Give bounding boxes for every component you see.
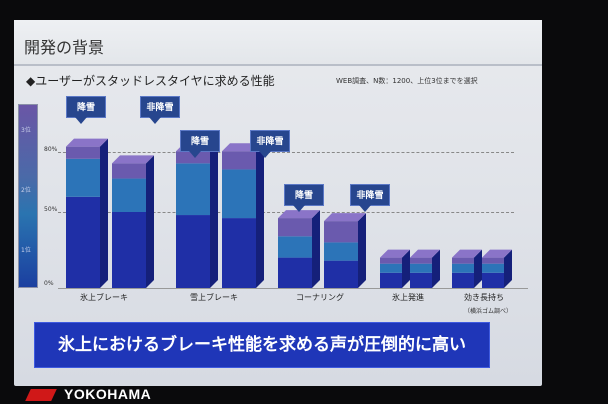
tag-nosnow-cornering: 非降雪: [350, 184, 390, 212]
bar-segment-1-0-rank1: [176, 215, 210, 288]
tag-snow-brake-snow: 降雪: [180, 130, 220, 158]
bar-side-3-1: [432, 249, 440, 288]
tag-nosnow-brake-ice: 非降雪: [140, 96, 180, 124]
category-label-brake-snow: 雪上ブレーキ: [190, 293, 238, 302]
bar-segment-2-1-rank1: [324, 260, 358, 288]
bar-segment-1-1-rank1: [222, 218, 256, 288]
bar-top-0-0: [66, 138, 108, 147]
bar-side-4-0: [474, 249, 482, 288]
bar-segment-2-0-rank2: [278, 236, 312, 258]
bar-segment-3-0-rank3: [380, 257, 402, 264]
tag-snow-cornering: 降雪: [284, 184, 324, 212]
y-tick-0: 0%: [44, 280, 54, 287]
chart-baseline: [58, 288, 528, 289]
bar-segment-1-1-rank3: [222, 151, 256, 170]
bar-segment-4-1-rank3: [482, 257, 504, 264]
bar-side-3-0: [402, 249, 410, 288]
bar-segment-3-0-rank1: [380, 272, 402, 288]
bar-segment-0-1-rank2: [112, 178, 146, 212]
title-divider: [14, 64, 542, 66]
bar-segment-0-0-rank1: [66, 196, 100, 288]
bar-segment-4-1-rank2: [482, 263, 504, 273]
survey-source-note: （横浜ゴム調べ）: [463, 308, 513, 315]
brand-name: YOKOHAMA: [64, 386, 152, 402]
survey-note: WEB調査、N数：1200、上位3位までを選択: [336, 77, 478, 85]
bar-segment-0-0-rank2: [66, 158, 100, 197]
y-tick-50: 50%: [44, 206, 58, 213]
slide-subtitle: ◆ユーザーがスタッドレスタイヤに求める性能: [26, 74, 275, 88]
category-label-start-ice: 氷上発進: [392, 293, 424, 302]
tag-nosnow-brake-snow: 非降雪: [250, 130, 290, 158]
bar-segment-2-0-rank1: [278, 257, 312, 288]
bar-segment-2-1-rank3: [324, 221, 358, 243]
bar-segment-3-1-rank3: [410, 257, 432, 264]
bar-side-2-0: [312, 210, 320, 288]
bar-segment-1-1-rank2: [222, 169, 256, 219]
bar-segment-4-0-rank2: [452, 263, 474, 273]
gauge-label-rank3: 3位: [21, 127, 31, 134]
bar-top-4-1: [482, 249, 512, 258]
conclusion-text: 氷上におけるブレーキ性能を求める声が圧倒的に高い: [58, 335, 466, 355]
bar-side-1-0: [210, 143, 218, 288]
bar-segment-0-1-rank1: [112, 212, 146, 288]
bar-side-0-0: [100, 138, 108, 288]
conclusion-banner: 氷上におけるブレーキ性能を求める声が圧倒的に高い: [34, 322, 490, 368]
bar-segment-3-1-rank1: [410, 272, 432, 288]
bar-top-4-0: [452, 249, 482, 258]
bar-top-2-1: [324, 213, 366, 222]
bar-segment-2-0-rank3: [278, 218, 312, 237]
category-label-durability: 効き長持ち: [464, 293, 504, 302]
category-label-cornering: コーナリング: [296, 293, 344, 302]
gauge-label-rank2: 2位: [21, 187, 31, 194]
rank-gauge: 3位 2位 1位: [18, 104, 38, 288]
bar-segment-0-0-rank3: [66, 146, 100, 159]
bar-side-0-1: [146, 155, 154, 288]
gauge-label-rank1: 1位: [21, 247, 31, 254]
category-label-brake-ice: 氷上ブレーキ: [80, 293, 128, 302]
bar-segment-2-1-rank2: [324, 242, 358, 261]
bar-segment-4-1-rank1: [482, 272, 504, 288]
y-tick-80: 80%: [44, 146, 58, 153]
gridline-80: [58, 152, 514, 153]
title-bar: [14, 20, 542, 64]
bar-segment-3-0-rank2: [380, 263, 402, 273]
bar-segment-0-1-rank3: [112, 163, 146, 179]
bar-side-1-1: [256, 143, 264, 288]
bar-side-4-1: [504, 249, 512, 288]
brand-logo-mark: [25, 389, 57, 401]
bar-top-3-1: [410, 249, 440, 258]
bar-top-0-1: [112, 155, 154, 164]
slide-title: 開発の背景: [24, 38, 105, 57]
tag-snow-brake-ice: 降雪: [66, 96, 106, 124]
bar-segment-4-0-rank3: [452, 257, 474, 264]
bar-side-2-1: [358, 213, 366, 288]
bar-top-3-0: [380, 249, 410, 258]
bar-segment-1-0-rank2: [176, 163, 210, 216]
bar-segment-4-0-rank1: [452, 272, 474, 288]
bar-top-2-0: [278, 210, 320, 219]
bar-segment-3-1-rank2: [410, 263, 432, 273]
